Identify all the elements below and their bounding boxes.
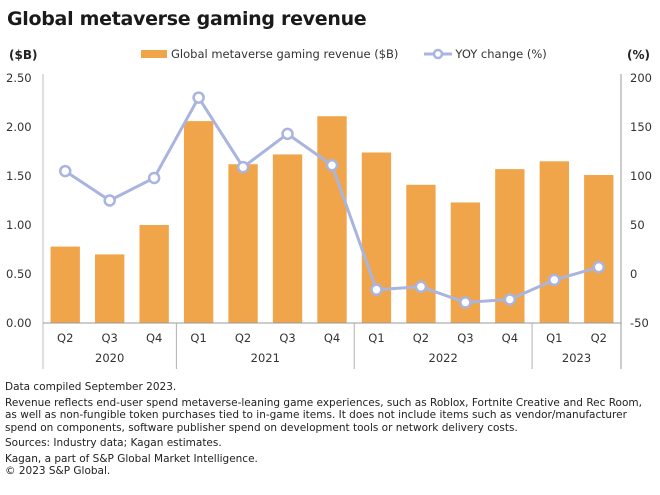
chart-title: Global metaverse gaming revenue xyxy=(7,8,367,30)
legend-bar-swatch-icon xyxy=(141,50,167,58)
quarter-label: Q3 xyxy=(102,331,118,345)
left-tick-label: 0.50 xyxy=(6,267,32,281)
yoy-point xyxy=(147,171,161,185)
revenue-bar xyxy=(406,184,436,323)
quarter-label: Q1 xyxy=(546,331,562,345)
yoy-point xyxy=(370,283,383,296)
yoy-point xyxy=(548,273,561,287)
right-tick-label: 0 xyxy=(630,267,637,281)
quarter-label: Q4 xyxy=(324,331,340,345)
revenue-bar xyxy=(95,254,125,323)
legend-item-yoy: YOY change (%) xyxy=(424,47,547,61)
left-tick-label: 2.00 xyxy=(6,120,32,134)
yoy-point xyxy=(592,260,606,274)
right-tick-label: -50 xyxy=(630,316,649,330)
yoy-point xyxy=(459,296,472,309)
quarter-label: Q1 xyxy=(190,331,206,345)
revenue-bar xyxy=(183,121,214,324)
footer: Data compiled September 2023. Revenue re… xyxy=(5,381,655,481)
left-tick-label: 1.50 xyxy=(6,169,32,183)
legend-label-revenue: Global metaverse gaming revenue ($B) xyxy=(171,47,399,61)
revenue-bar xyxy=(539,161,569,323)
year-label: 2022 xyxy=(429,351,458,365)
right-axis-unit: (%) xyxy=(627,48,650,62)
legend-label-yoy: YOY change (%) xyxy=(455,47,547,61)
quarter-label: Q2 xyxy=(235,331,251,345)
footer-copyright: © 2023 S&P Global. xyxy=(5,465,111,477)
yoy-point xyxy=(103,194,116,207)
revenue-bar xyxy=(228,164,258,323)
quarter-label: Q4 xyxy=(502,331,518,345)
legend-item-revenue: Global metaverse gaming revenue ($B) xyxy=(141,47,398,61)
right-tick-label: 100 xyxy=(630,169,652,183)
yoy-point xyxy=(281,127,294,141)
revenue-bar xyxy=(317,116,347,323)
yoy-point xyxy=(325,158,339,172)
quarter-label: Q3 xyxy=(279,331,295,345)
yoy-point xyxy=(58,164,72,178)
year-label: 2023 xyxy=(562,351,591,365)
legend-line-marker-icon xyxy=(424,48,453,60)
revenue-bar xyxy=(361,152,392,323)
revenue-bar xyxy=(50,246,80,323)
yoy-point xyxy=(503,293,517,306)
left-axis-unit: ($B) xyxy=(9,48,38,62)
right-tick-label: 200 xyxy=(630,71,652,85)
revenue-bar xyxy=(272,154,303,323)
quarter-label: Q1 xyxy=(368,331,384,345)
revenue-bar xyxy=(584,175,614,323)
revenue-bar xyxy=(139,225,169,323)
year-label: 2020 xyxy=(95,351,124,365)
yoy-point xyxy=(236,160,250,174)
footer-note: Revenue reflects end-user spend metavers… xyxy=(5,396,642,434)
year-label: 2021 xyxy=(251,351,280,365)
right-tick-label: 50 xyxy=(630,218,645,232)
yoy-point xyxy=(414,280,428,293)
footer-sources: Sources: Industry data; Kagan estimates. xyxy=(5,437,222,449)
quarter-label: Q2 xyxy=(591,331,607,345)
footer-compiled: Data compiled September 2023. xyxy=(5,381,177,393)
quarter-label: Q2 xyxy=(57,331,73,345)
quarter-label: Q2 xyxy=(413,331,429,345)
left-tick-label: 2.50 xyxy=(6,71,32,85)
quarter-label: Q3 xyxy=(457,331,473,345)
quarter-label: Q4 xyxy=(146,331,162,345)
footer-kagan: Kagan, a part of S&P Global Market Intel… xyxy=(5,452,258,465)
left-tick-label: 1.00 xyxy=(6,218,32,232)
right-tick-label: 150 xyxy=(630,120,652,134)
yoy-point xyxy=(192,91,205,104)
left-tick-label: 0.00 xyxy=(6,316,32,330)
legend: Global metaverse gaming revenue ($B) YOY… xyxy=(141,47,573,61)
